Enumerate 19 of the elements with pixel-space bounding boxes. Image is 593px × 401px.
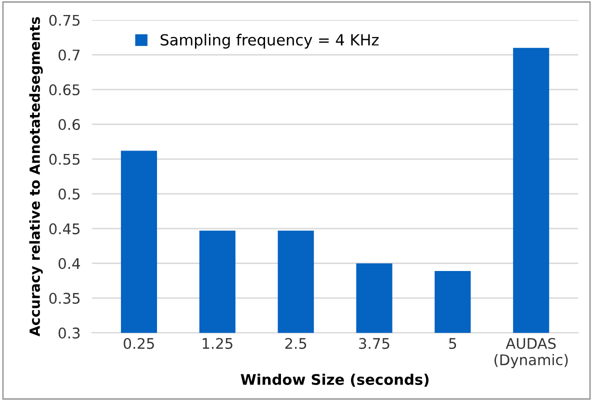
y-tick-label: 0.65 bbox=[49, 84, 80, 96]
y-axis-title: Accuracy relative to Annotatedsegments bbox=[29, 17, 43, 336]
x-tick-label: 1.25 bbox=[202, 338, 232, 349]
x-axis-title: Window Size (seconds) bbox=[240, 374, 429, 387]
y-tick-label: 0.35 bbox=[49, 292, 80, 304]
x-tick-label: 3.75 bbox=[359, 338, 390, 349]
y-tick-label: 0.4 bbox=[58, 258, 80, 270]
y-tick-label: 0.7 bbox=[58, 50, 80, 61]
y-tick-label: 0.6 bbox=[58, 119, 80, 130]
legend-label: Sampling frequency = 4 KHz bbox=[160, 34, 379, 49]
y-tick-label: 0.3 bbox=[58, 328, 80, 339]
x-tick-label: 0.25 bbox=[124, 338, 154, 349]
y-tick-label: 0.55 bbox=[49, 154, 80, 165]
y-tick-label: 0.75 bbox=[49, 14, 80, 26]
x-tick-label: 5 bbox=[449, 338, 456, 349]
x-tick-label: 2.5 bbox=[285, 338, 306, 349]
y-tick-label: 0.5 bbox=[58, 188, 80, 200]
y-tick-label: 0.45 bbox=[49, 223, 80, 234]
x-tick-label: AUDAS (Dynamic) bbox=[494, 338, 568, 368]
